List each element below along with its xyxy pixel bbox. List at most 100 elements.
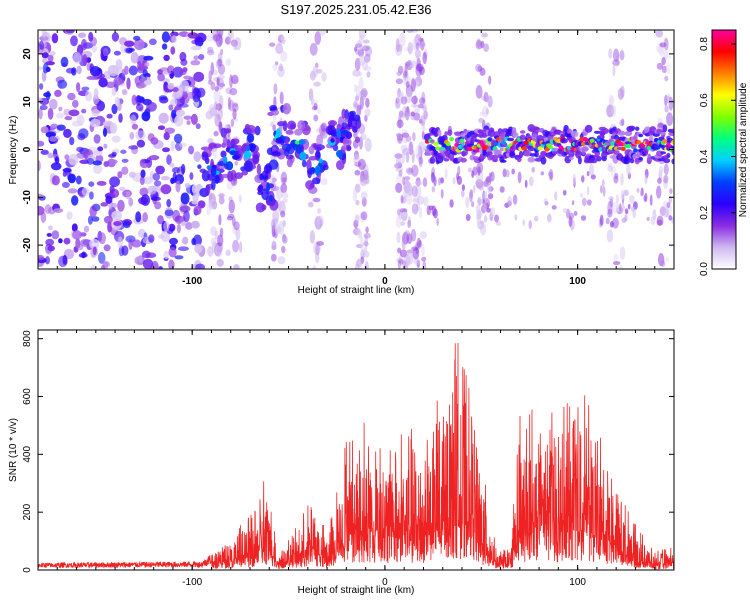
spectrogram-cell xyxy=(47,152,54,159)
spectrogram-cell xyxy=(113,221,122,227)
spectrogram-cell xyxy=(634,126,640,131)
spectrogram-cell xyxy=(50,123,58,128)
spectrogram-cell xyxy=(174,115,184,127)
spectrogram-cell xyxy=(482,148,487,157)
spectrogram-cell xyxy=(280,50,288,62)
spectrogram-cell xyxy=(38,97,43,103)
spectrogram-cell xyxy=(122,220,131,229)
spectrogram-cell xyxy=(540,156,547,165)
spectrogram-cell xyxy=(411,95,418,105)
spectrogram-cell xyxy=(534,150,539,158)
spectrogram-cell xyxy=(365,226,369,234)
spectrogram-cell xyxy=(170,140,175,152)
spectrogram-cell xyxy=(353,84,357,93)
spectrogram-cell xyxy=(269,199,279,211)
spectrogram-cell xyxy=(207,46,214,54)
spectrogram-cell xyxy=(273,83,278,95)
spectrogram-cell xyxy=(117,199,125,212)
spectrogram-cell xyxy=(411,185,418,198)
spectrogram-cell xyxy=(363,241,369,247)
spectrogram-cell xyxy=(354,214,360,225)
spectrogram-cell xyxy=(280,171,288,185)
spectrogram-cell xyxy=(78,128,89,139)
spectrogram-cell xyxy=(111,103,118,115)
spectrogram-cell xyxy=(581,197,587,207)
spectrogram-cell xyxy=(532,126,541,134)
spectrogram-cell xyxy=(308,145,315,155)
spectrogram-cell xyxy=(662,139,668,144)
spectrogram-cell xyxy=(51,230,60,240)
snr-xlabel: Height of straight line (km) xyxy=(298,585,415,596)
spectrogram-cell xyxy=(646,216,650,221)
spectrogram-cell xyxy=(412,131,416,142)
spectrogram-cell xyxy=(509,152,515,157)
spectrogram-cell xyxy=(613,175,619,184)
spectrogram-cell xyxy=(562,189,567,196)
spectrogram-cell xyxy=(671,140,674,145)
spectrogram-cell xyxy=(75,175,82,185)
spectrogram-cell xyxy=(657,177,662,184)
spectrogram-cell xyxy=(214,113,221,127)
spectrogram-cell xyxy=(62,171,67,177)
spectrogram-cell xyxy=(354,169,361,176)
spectrogram-cell xyxy=(285,129,294,135)
spectrogram-cell xyxy=(230,118,235,127)
y-tick-label: 200 xyxy=(22,503,33,520)
spectrogram-cell xyxy=(629,158,635,164)
spectrogram-cell xyxy=(97,146,104,152)
x-tick-label: 0 xyxy=(382,276,388,287)
spectrogram-cell xyxy=(459,138,465,143)
spectrogram-cell xyxy=(485,108,489,115)
spectrogram-cell xyxy=(573,211,578,216)
spectrogram-cell xyxy=(141,111,151,122)
spectrogram-cell xyxy=(476,198,484,204)
spectrogram-cell xyxy=(617,130,626,136)
spectrogram-cell xyxy=(511,168,516,175)
colorbar-label: Normalized spectral amplitude xyxy=(738,82,749,217)
spectrogram-cell xyxy=(417,103,425,109)
x-tick-label: -100 xyxy=(182,276,202,287)
spectrogram-cell xyxy=(238,194,242,203)
spectrogram-cell xyxy=(174,255,184,260)
spectrogram-cell xyxy=(353,131,358,138)
spectrogram-cell xyxy=(62,168,72,173)
spectrogram-cell xyxy=(401,150,405,164)
spectrogram-cell xyxy=(320,122,327,132)
spectrogram-cell xyxy=(407,219,412,229)
spectrogram-cell xyxy=(183,210,190,223)
spectrogram-cell xyxy=(666,152,671,159)
spectrogram-cell xyxy=(357,158,366,170)
spectrogram-cell xyxy=(436,217,439,227)
spectrogram-cell xyxy=(478,184,484,191)
spectrogram-cell xyxy=(195,263,206,269)
spectrogram-cell xyxy=(619,50,625,61)
spectrogram-cell xyxy=(601,179,605,187)
spectrogram-cell xyxy=(219,227,224,238)
spectrogram-cell xyxy=(418,156,424,165)
spectrogram-cell xyxy=(63,108,71,116)
spectrogram-cell xyxy=(72,52,82,64)
spectrogram-cell xyxy=(160,184,172,195)
spectrogram-cell xyxy=(629,194,635,204)
spectrogram-cell xyxy=(153,180,162,187)
spectrogram-cell xyxy=(528,176,534,187)
spectrogram-cell xyxy=(630,206,636,212)
spectrogram-cell xyxy=(192,192,199,202)
spectrogram-cell xyxy=(465,214,471,221)
spectrogram-cell xyxy=(357,71,363,77)
spectrogram-cell xyxy=(103,244,111,252)
spectrogram-cell xyxy=(220,150,227,158)
spectrogram-cell xyxy=(111,151,117,157)
spectrogram-cell xyxy=(527,156,536,163)
spectrogram-cell xyxy=(75,238,81,249)
spectrogram-cell xyxy=(121,245,129,256)
spectrogram-cell xyxy=(221,173,230,179)
spectrogram-cell xyxy=(190,45,202,51)
spectrogram-cell xyxy=(152,172,161,181)
spectrogram-cell xyxy=(275,137,283,144)
spectrogram-cell xyxy=(314,31,322,45)
spectrogram-cell xyxy=(624,130,633,137)
spectrogram-cell xyxy=(163,250,169,260)
spectrogram-cell xyxy=(69,136,75,146)
spectrogram-cell xyxy=(488,75,492,85)
